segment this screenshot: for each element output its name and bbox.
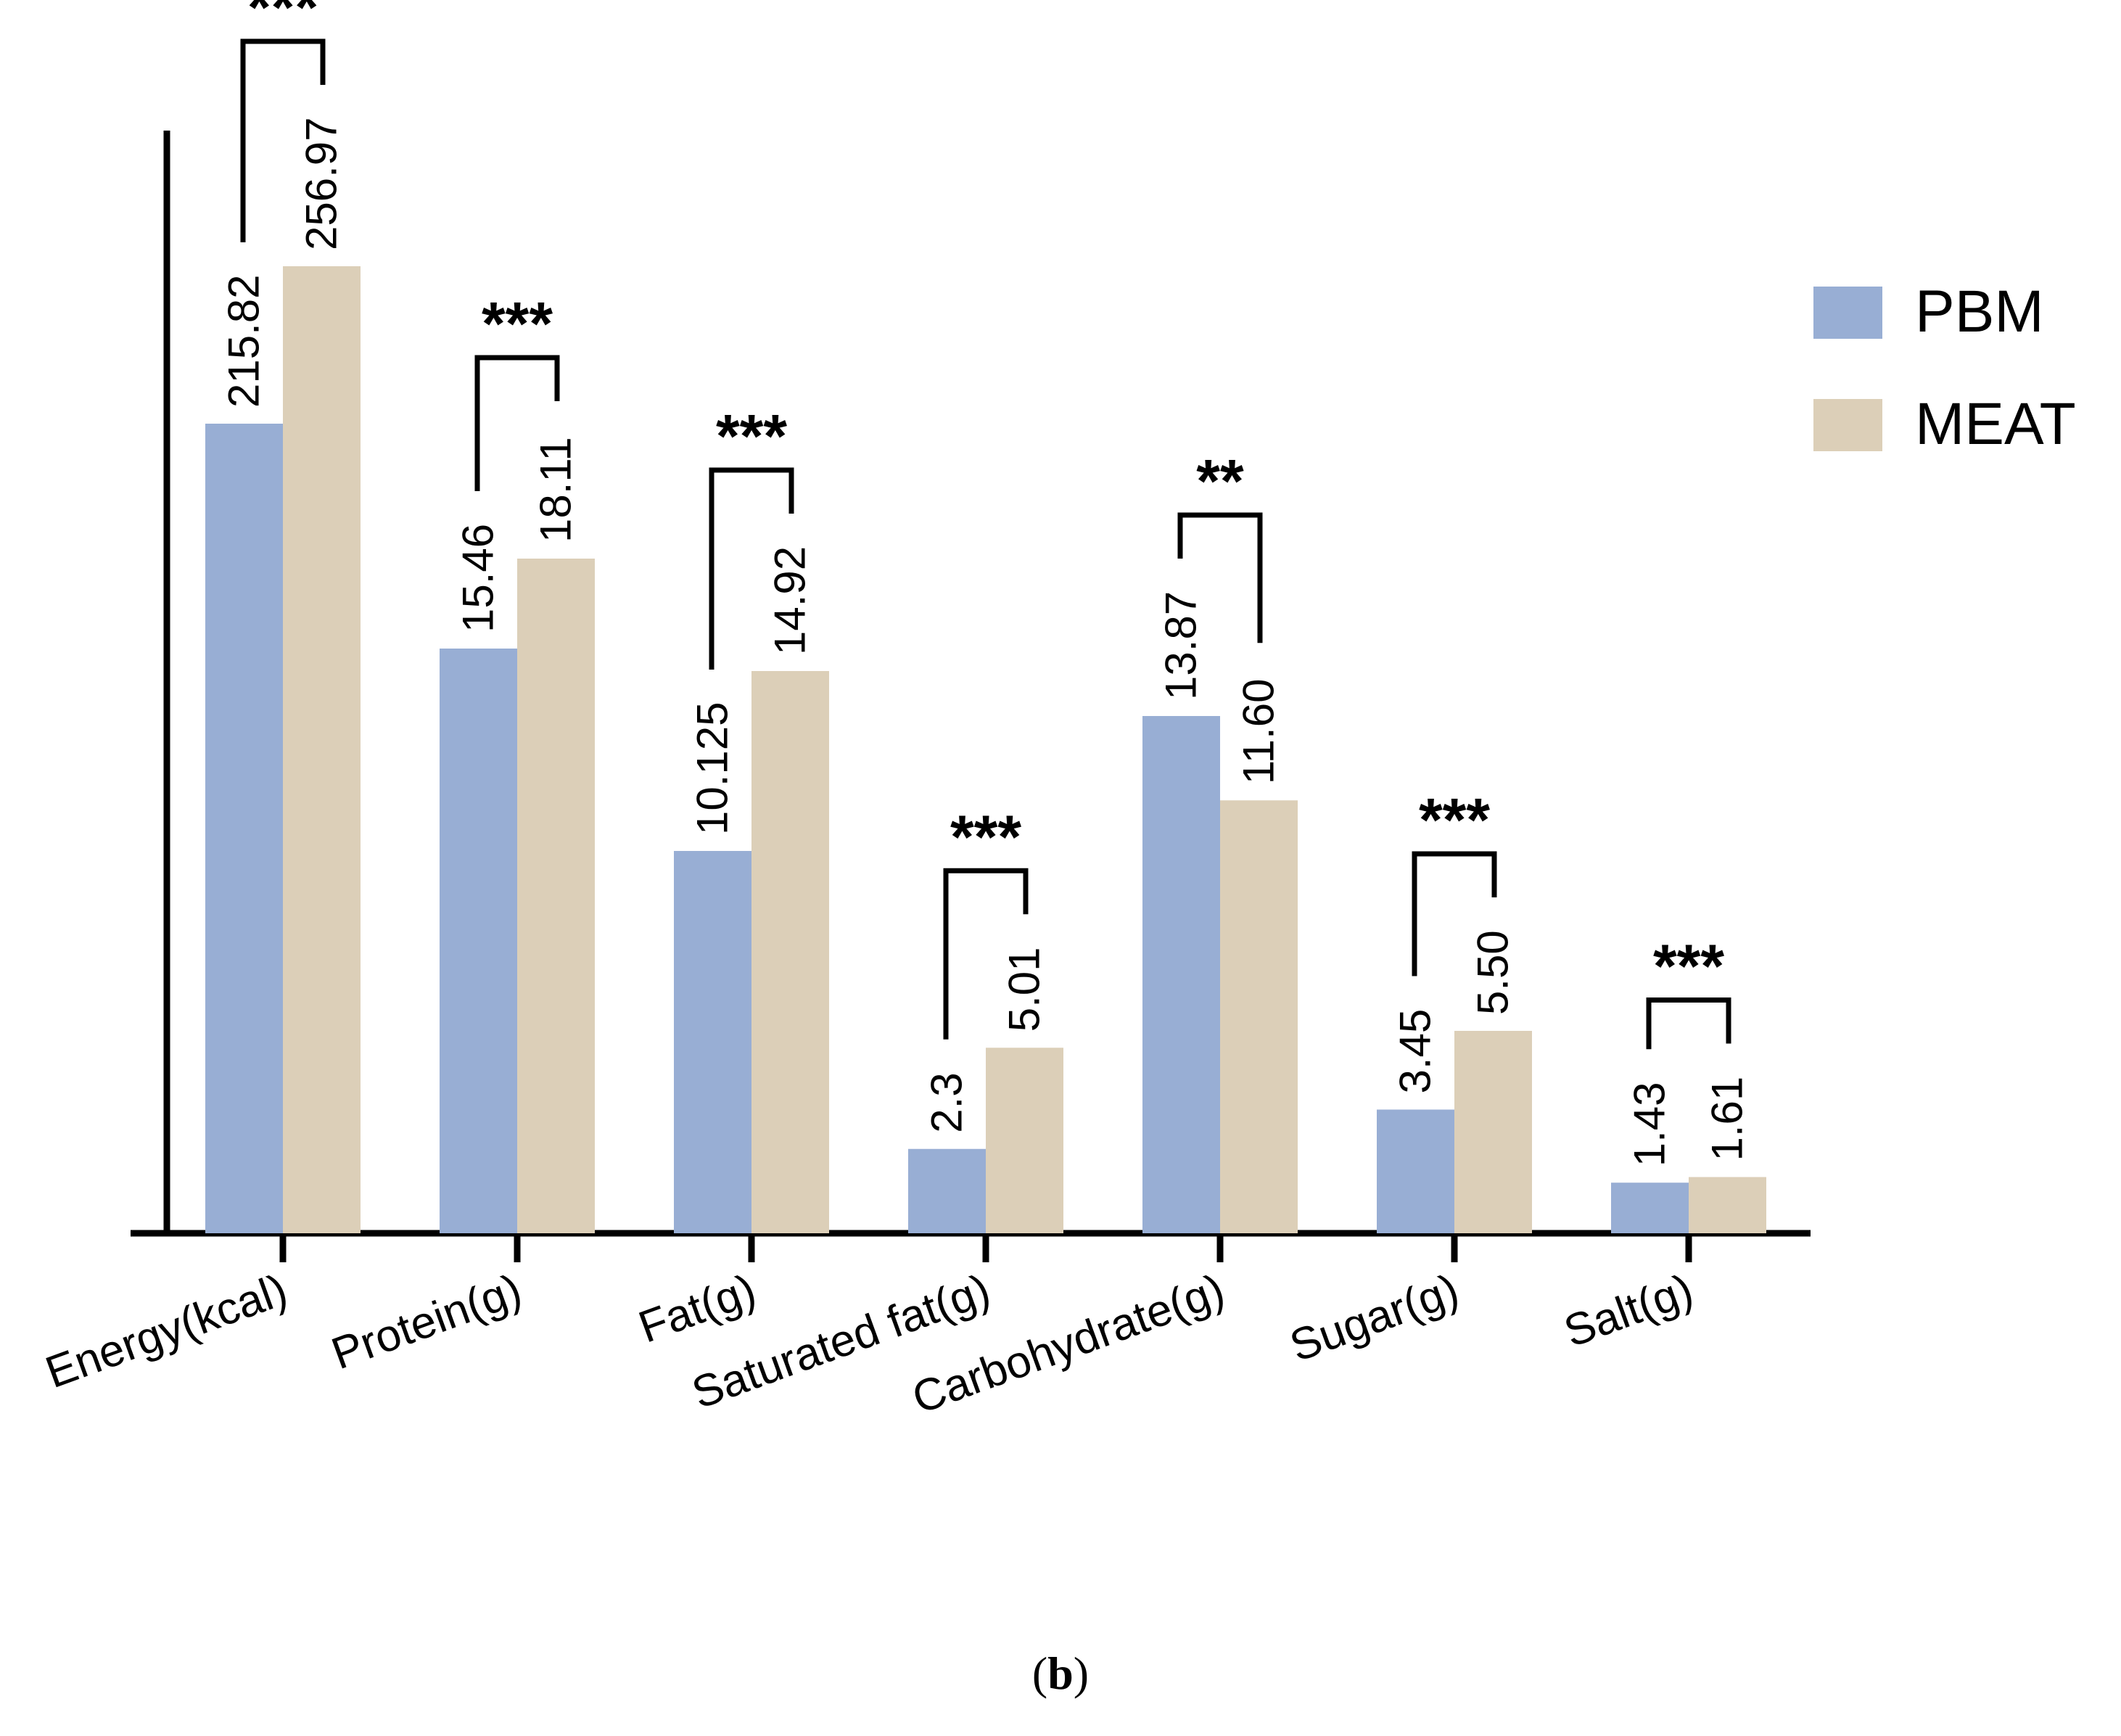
significance-bracket-protein-g [474,355,560,491]
bar-meat-saturated-fat-g [986,1048,1063,1233]
significance-stars-protein-g: *** [482,289,553,358]
value-label-pbm-fat-g: 10.125 [688,702,737,835]
x-tick-label-energy-kcal: Energy(kcal) [39,1264,294,1398]
value-label-pbm-energy-kcal: 215.82 [220,274,268,408]
value-label-meat-protein-g: 18.11 [532,437,580,543]
significance-bracket-energy-kcal [240,38,326,242]
bar-pbm-energy-kcal [205,424,283,1233]
legend-label-meat: MEAT [1915,391,2076,457]
bar-pbm-protein-g [440,649,517,1233]
bar-meat-salt-g [1689,1177,1766,1233]
value-label-meat-fat-g: 14.92 [766,546,815,655]
legend-swatch-meat [1813,399,1882,451]
x-tick-label-salt-g: Salt(g) [1558,1264,1700,1357]
significance-bracket-salt-g [1646,997,1731,1050]
significance-stars-energy-kcal: *** [247,0,318,41]
value-label-meat-carbohydrate-g: 11.60 [1235,679,1283,785]
bar-meat-carbohydrate-g [1220,800,1298,1233]
value-label-meat-sugar-g: 5.50 [1469,930,1517,1015]
value-label-pbm-saturated-fat-g: 2.3 [923,1072,971,1132]
significance-stars-carbohydrate-g: ** [1196,447,1244,515]
significance-stars-sugar-g: *** [1419,786,1490,854]
value-label-meat-energy-kcal: 256.97 [297,117,346,250]
value-label-pbm-salt-g: 1.43 [1626,1082,1674,1167]
bar-pbm-salt-g [1611,1182,1689,1233]
bar-meat-fat-g [751,671,829,1233]
significance-bracket-fat-g [709,467,794,670]
significance-bracket-sugar-g [1412,851,1497,976]
x-tick-label-protein-g: Protein(g) [325,1264,527,1379]
bar-meat-energy-kcal [283,266,361,1233]
significance-bracket-carbohydrate-g [1177,512,1263,643]
bar-pbm-sugar-g [1377,1109,1454,1233]
legend-swatch-pbm [1813,287,1882,339]
significance-stars-salt-g: *** [1653,932,1724,1000]
significance-stars-saturated-fat-g: *** [950,802,1021,871]
panel-label-letter: b [1047,1647,1074,1699]
value-label-meat-salt-g: 1.61 [1703,1077,1752,1161]
value-label-pbm-sugar-g: 3.45 [1391,1009,1440,1094]
bar-pbm-saturated-fat-g [908,1148,986,1233]
bar-meat-sugar-g [1454,1031,1532,1233]
panel-label: (b) [1031,1647,1090,1699]
x-tick-label-fat-g: Fat(g) [633,1264,762,1352]
legend-label-pbm: PBM [1915,279,2044,345]
bar-pbm-fat-g [674,851,751,1233]
bar-pbm-carbohydrate-g [1142,716,1220,1233]
bar-meat-protein-g [517,559,595,1233]
value-label-meat-saturated-fat-g: 5.01 [1000,947,1049,1032]
significance-bracket-saturated-fat-g [943,868,1029,1040]
value-label-pbm-carbohydrate-g: 13.87 [1157,591,1206,700]
value-label-pbm-protein-g: 15.46 [454,524,503,633]
x-tick-label-sugar-g: Sugar(g) [1284,1264,1465,1371]
significance-stars-fat-g: *** [716,402,787,470]
